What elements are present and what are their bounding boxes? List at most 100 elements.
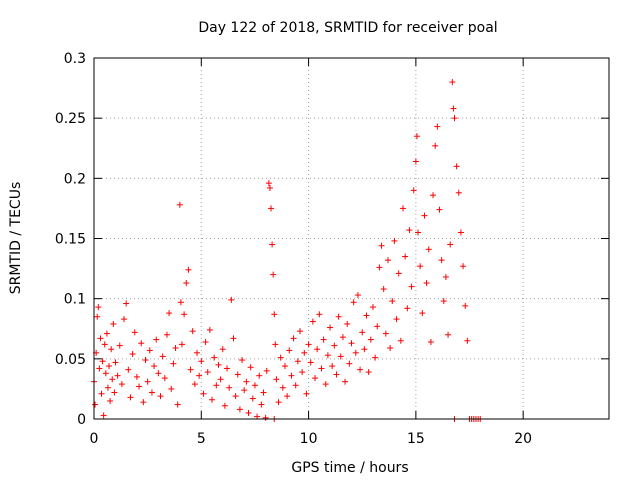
data-point [320,336,327,343]
data-point [382,330,389,337]
data-point [269,241,276,248]
data-point [348,340,355,347]
data-point [312,375,319,382]
data-point [445,331,452,338]
data-point [163,331,170,338]
data-point [305,341,312,348]
data-point [453,163,460,170]
data-point [406,227,413,234]
data-point [241,387,248,394]
data-point [198,358,205,365]
data-point [127,394,134,401]
data-point [166,310,173,317]
data-point [387,345,394,352]
data-point [187,366,194,373]
data-point [301,349,308,356]
data-point [350,299,357,306]
data-point [417,263,424,270]
data-point [290,335,297,342]
data-point [221,402,228,409]
data-point [217,376,224,383]
data-point [277,354,284,361]
data-point [279,384,286,391]
data-point [140,399,147,406]
y-tick-label: 0.2 [64,171,86,187]
data-point [161,375,168,382]
data-point [106,363,113,370]
data-point [451,115,458,122]
data-point [464,337,471,344]
chart-title: Day 122 of 2018, SRMTID for receiver poa… [198,20,497,36]
x-axis-label: GPS time / hours [291,460,408,476]
data-point [397,337,404,344]
data-point [395,270,402,277]
data-point [219,346,226,353]
data-point [462,302,469,309]
data-point [129,351,136,358]
data-point [236,406,243,413]
data-point [200,390,207,397]
x-tick-label: 15 [407,431,425,447]
data-point [112,359,119,366]
data-point [266,184,273,191]
data-point [123,300,130,307]
data-point [144,378,151,385]
data-point [189,328,196,335]
data-point [168,385,175,392]
data-point [380,286,387,293]
data-point [410,187,417,194]
data-point [209,396,216,403]
data-point [118,381,125,388]
data-point [309,318,316,325]
data-point [121,316,128,323]
data-point [99,358,106,365]
data-point [133,373,140,380]
data-point [440,298,447,305]
data-point [324,352,331,359]
data-point [146,347,153,354]
data-point [111,389,118,396]
data-point [378,242,385,249]
y-tick-label: 0.15 [55,232,86,248]
data-point [196,372,203,379]
data-point [159,353,166,360]
data-point [359,329,366,336]
data-point [322,381,329,388]
data-point [138,340,145,347]
data-point [413,133,420,140]
data-point [352,349,359,356]
data-point [194,349,200,356]
data-point [335,313,342,320]
data-point [263,367,270,374]
data-point [92,401,99,408]
data-point [98,390,105,397]
data-point [449,79,456,86]
data-point [421,212,428,219]
data-point [191,381,198,388]
data-point [96,365,103,372]
data-point [245,409,252,416]
data-point [172,345,179,352]
data-point [103,330,110,337]
data-point [206,326,213,333]
data-point [333,371,340,378]
data-point [142,357,149,364]
x-axis-ticks: 0 5 10 15 20 [90,58,532,447]
data-point [457,229,464,236]
y-tick-label: 0.3 [64,51,86,67]
data-point [436,206,443,213]
data-point [125,366,132,373]
data-point [202,338,209,345]
data-point [391,237,398,244]
data-point [157,393,164,400]
data-point [262,414,269,421]
data-point [226,384,233,391]
data-point [339,334,346,341]
data-point [270,271,277,278]
data-point [211,354,218,361]
data-point [185,266,192,273]
data-point [268,205,275,212]
data-point [178,341,185,348]
data-point [258,401,265,408]
